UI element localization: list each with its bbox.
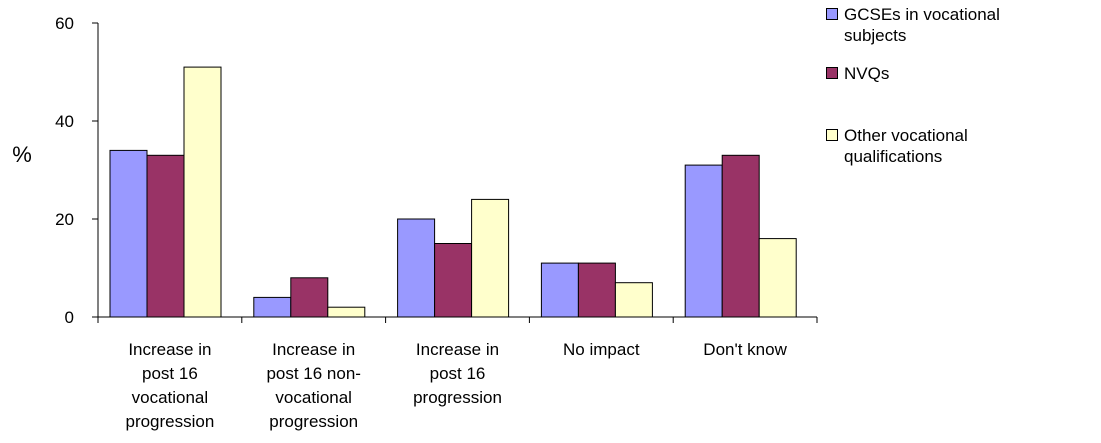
y-tick-label: 20 <box>55 210 74 229</box>
bar-3-1 <box>183 66 222 318</box>
legend-swatch <box>826 129 838 141</box>
y-tick-label: 0 <box>65 308 74 327</box>
bar-1-2 <box>253 296 292 318</box>
x-category-label: Increase in post 16 vocational progression <box>125 340 214 431</box>
x-category-label: No impact <box>563 340 640 359</box>
legend-label: subjects <box>844 26 907 45</box>
bar-3-2 <box>327 306 366 318</box>
bar-2-4 <box>577 262 616 318</box>
bar-1-1 <box>109 149 148 318</box>
bar-2-5 <box>721 154 760 318</box>
legend-label: qualifications <box>844 147 943 166</box>
bar-2-3 <box>434 243 473 318</box>
bar-2-2 <box>290 277 329 318</box>
y-tick-label: 60 <box>55 14 74 33</box>
legend-label: NVQs <box>844 64 890 83</box>
legend-label: Other vocational <box>844 126 968 145</box>
bar-3-3 <box>471 198 510 318</box>
legend-swatch <box>826 8 838 20</box>
legend-label: GCSEs in vocational <box>844 5 1000 24</box>
legend-item: NVQs <box>826 63 889 84</box>
bar-2-1 <box>146 154 185 318</box>
bar-3-4 <box>614 282 653 318</box>
legend-swatch <box>826 67 838 79</box>
x-category-label: Increase in post 16 progression <box>413 340 502 407</box>
legend-item: Other vocational qualifications <box>826 125 968 167</box>
x-category-label: Increase in post 16 non-vocational progres… <box>266 340 361 431</box>
bar-1-4 <box>540 262 579 318</box>
x-category-label: Don't know <box>703 340 787 359</box>
bar-1-5 <box>684 164 723 318</box>
bar-1-3 <box>397 218 436 318</box>
y-tick-label: 40 <box>55 112 74 131</box>
y-axis-label: % <box>12 142 32 167</box>
legend-item: GCSEs in vocational subjects <box>826 4 1000 46</box>
bar-3-5 <box>758 238 797 318</box>
